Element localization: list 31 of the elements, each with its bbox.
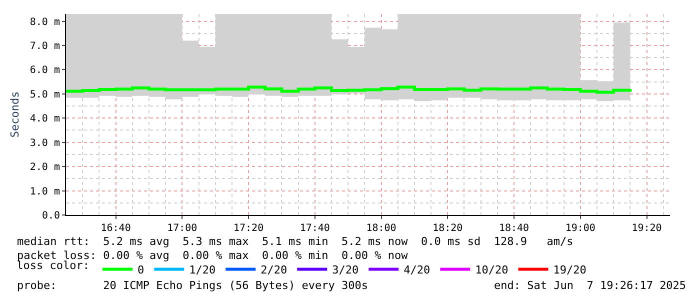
y-tick-label: 0.0 (42, 210, 60, 222)
y-tick-label: 2.0 m (30, 162, 60, 174)
x-tick-label: 19:20 (632, 223, 662, 234)
legend-label: 2/20 (260, 264, 288, 277)
x-tick-label: 17:00 (167, 223, 198, 234)
legend-label: 3/20 (332, 264, 359, 277)
x-tick-label: 19:00 (565, 223, 596, 234)
x-tick-label: 18:00 (366, 223, 396, 234)
legend-label: 0 (138, 264, 144, 277)
text: median rtt: 5.2 ms avg 5.3 ms max 5.1 ms min 5.2 ms now 0.0 ms sd 128.9 am/s (17, 235, 574, 248)
y-tick-label: 1.0 m (30, 186, 60, 198)
x-tick-label: 17:20 (233, 223, 264, 234)
x-tick-label: 18:40 (498, 223, 530, 234)
y-tick-label: 3.0 m (30, 138, 60, 149)
x-tick-label: 16:40 (100, 223, 131, 234)
legend-label: 1/20 (189, 264, 216, 277)
y-tick-label: 7.0 m (30, 40, 60, 52)
legend-title: loss color: (16, 259, 90, 272)
y-tick-label: 4.0 m (30, 114, 60, 125)
text: probe: 20 ICMP Echo Pings (56 Bytes) every 300s (17, 279, 368, 292)
text: end: Sat Jun 7 19:26:17 2025 (494, 279, 686, 292)
y-tick-label: 8.0 m (30, 16, 60, 28)
y-tick-label: 6.0 m (30, 65, 60, 76)
x-tick-label: 18:20 (432, 223, 463, 234)
legend-label: 10/20 (475, 264, 508, 277)
y-tick-label: 5.0 m (30, 89, 60, 100)
text: packet loss: 0.00 % avg 0.00 % max 0.00 % min 0.00 % now (17, 249, 408, 262)
y-axis-title: Seconds (8, 91, 22, 138)
legend-label: 4/20 (404, 264, 430, 277)
x-tick-label: 17:40 (300, 223, 330, 234)
legend-label: 19/20 (553, 264, 586, 277)
